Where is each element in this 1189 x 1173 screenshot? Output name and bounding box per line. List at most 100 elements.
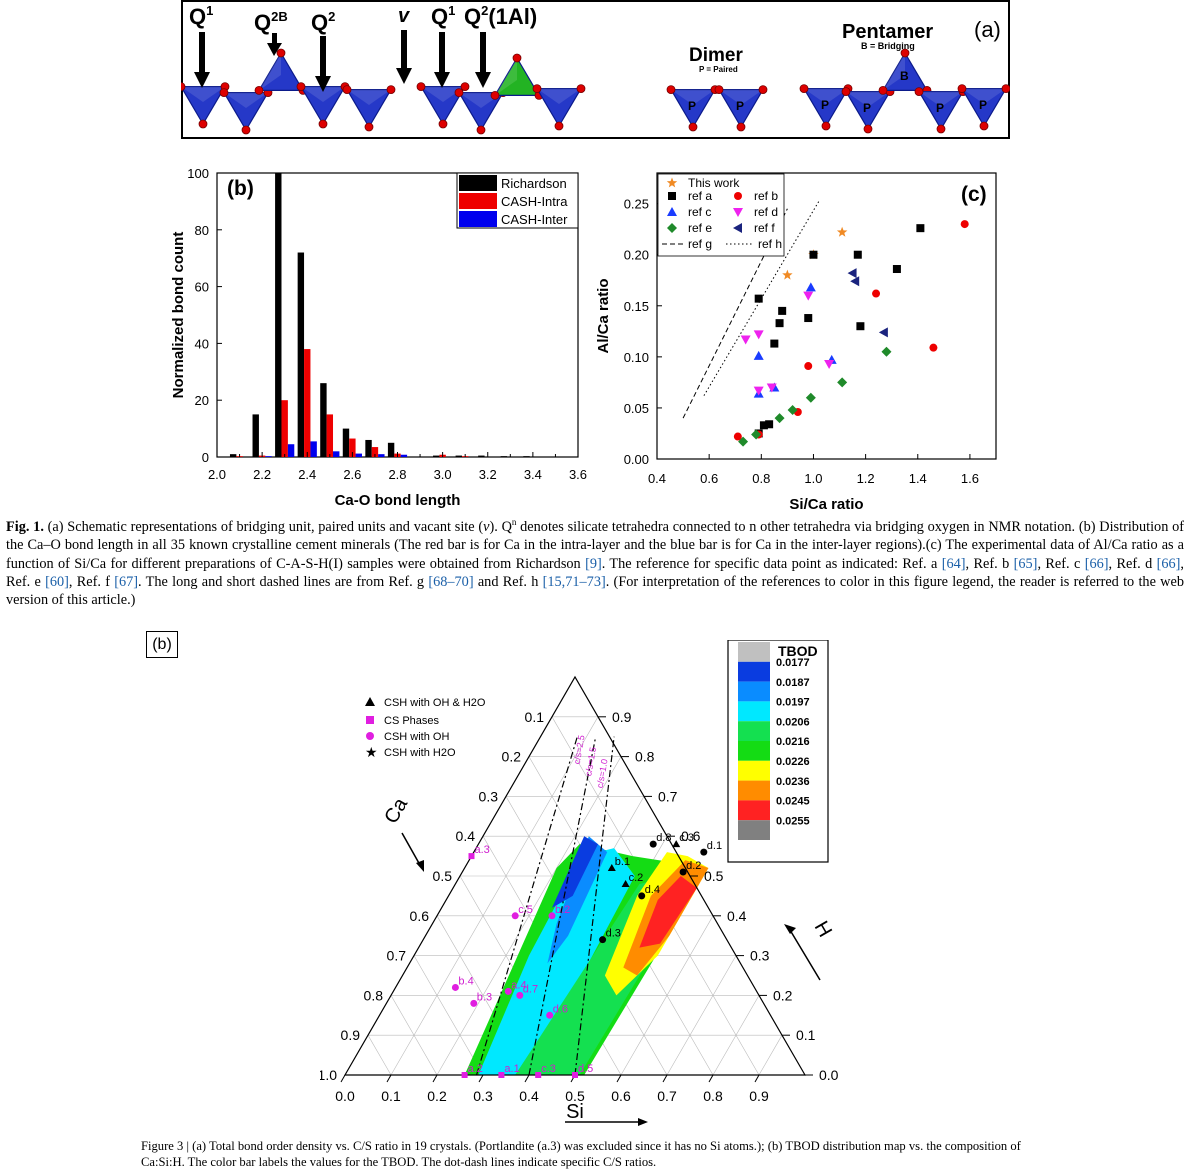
ref-link[interactable]: [66] [1084, 555, 1109, 572]
legend-marker: ★ [365, 744, 378, 760]
tetrahedron-shade [883, 53, 905, 91]
left-tick-label: 0.2 [502, 749, 522, 765]
oxygen-atom [296, 82, 306, 91]
oxygen-atom [318, 119, 328, 129]
legend-label: ref f [754, 221, 775, 235]
x-tick-label: 3.0 [434, 467, 452, 482]
ref-link[interactable]: [66] [1156, 555, 1181, 572]
data-point-square [759, 421, 768, 430]
bar-cash-inter [333, 451, 340, 457]
pentamer-label: Pentamer [842, 21, 933, 43]
legend-label: This work [688, 176, 740, 190]
silicate-tetrahedron [457, 91, 505, 132]
ternary-point-label: b.2 [555, 904, 570, 916]
left-tick-label: 0.6 [410, 908, 430, 924]
data-point-square [916, 224, 925, 233]
ternary-point-label: c.2 [629, 872, 644, 884]
panel-label: (b) [227, 177, 254, 200]
legend-label: CS Phases [384, 715, 440, 727]
data-point-square [892, 265, 901, 274]
x-tick-label: 3.2 [479, 467, 497, 482]
grid-line [758, 1035, 783, 1076]
x-tick-label: 1.4 [909, 471, 927, 486]
data-point-diamond [787, 404, 798, 415]
ref-link[interactable]: [15,71–73] [542, 573, 606, 590]
x-tick-label: 3.6 [569, 467, 587, 482]
right-tick-label: 0.6 [681, 828, 701, 844]
legend-label: CASH-Inter [501, 212, 568, 227]
tick [432, 1074, 438, 1083]
ref-link[interactable]: [68–70] [428, 573, 474, 590]
ternary-tbod-map: c/s=2.5c/s=1.5c/s=1.0 0.0 0.1 0.2 0.3 0.4 0.5 0… [320, 640, 839, 1126]
data-point-circle [733, 432, 742, 441]
bar-richardson [478, 455, 485, 457]
ternary-point-label: d.4 [645, 884, 660, 896]
tetra-label: P [736, 99, 744, 113]
ternary-point [621, 879, 630, 887]
data-point-square [765, 420, 774, 429]
data-point-triangle-down [740, 335, 751, 345]
data-point-star [782, 269, 793, 280]
tick [524, 1074, 530, 1083]
right-tick-label: 0.9 [612, 709, 632, 725]
y-axis-label: Al/Ca ratio [595, 278, 612, 353]
x-tick-label: 3.4 [524, 467, 542, 482]
tick [754, 1074, 760, 1083]
oxygen-atom [979, 121, 989, 131]
colorbar-swatch [738, 741, 770, 761]
ternary-point-label: a.4 [511, 979, 526, 991]
x-tick-label: 2.0 [208, 467, 226, 482]
panel-b-box-label: (b) [146, 631, 178, 658]
ref-link[interactable]: [60] [45, 573, 69, 590]
tick [478, 1074, 484, 1083]
left-tick-label: 0.5 [433, 868, 453, 884]
ternary-point [548, 912, 556, 920]
ref-link[interactable]: [9] [585, 555, 602, 572]
bar-cash-intra [304, 349, 311, 457]
oxygen-atom [276, 48, 286, 58]
ref-link[interactable]: [67] [114, 573, 139, 590]
data-point-triangle-down [766, 383, 777, 393]
silicate-tetrahedron [669, 88, 717, 129]
tetrahedron-shade [259, 53, 281, 91]
ternary-point [468, 853, 475, 860]
data-point-square [809, 250, 818, 259]
bottom-tick-label: 0.1 [381, 1088, 401, 1104]
legend-label: ref g [688, 237, 712, 251]
x-tick-label: 0.4 [648, 471, 666, 486]
reference-line [703, 201, 820, 396]
ternary-point-label: a.3 [475, 844, 490, 856]
data-point-star [836, 226, 848, 237]
right-tick-label: 0.1 [796, 1027, 816, 1043]
oxygen-atom [386, 85, 396, 94]
grid-line [367, 1035, 392, 1076]
ternary-point-label: b.4 [458, 975, 473, 987]
tetrahedron-shade [846, 91, 890, 107]
oxygen-atom [1001, 84, 1010, 93]
tetrahedron-shade [962, 88, 1006, 104]
tetra-label: P [936, 101, 944, 115]
ternary-point [599, 936, 607, 944]
data-point-diamond [751, 429, 762, 440]
data-point-square [853, 250, 862, 259]
silicate-tetrahedron [419, 85, 467, 126]
data-point-square [775, 319, 784, 328]
y-tick-label: 100 [187, 166, 209, 181]
colorbar-label: 0.0187 [776, 677, 810, 689]
tetra-label: P [821, 98, 829, 112]
ref-link[interactable]: [65] [1013, 555, 1038, 572]
data-point-triangle-down [803, 291, 814, 301]
ternary-point [535, 1072, 542, 1078]
q1b-label: Q1 [431, 3, 455, 29]
x-tick-label: 0.8 [752, 471, 770, 486]
legend-marker [366, 716, 374, 724]
bottom-tick-label: 0.0 [335, 1088, 355, 1104]
oxygen-atom [416, 82, 426, 91]
bottom-tick-label: 0.2 [427, 1088, 447, 1104]
axis-arrow-head [416, 860, 424, 872]
colorbar-label: 0.0255 [776, 815, 810, 827]
oxygen-atom [736, 122, 746, 132]
ref-link[interactable]: [64] [941, 555, 966, 572]
ternary-point-label: a.2 [468, 1063, 483, 1075]
data-point-triangle-left [733, 223, 742, 233]
